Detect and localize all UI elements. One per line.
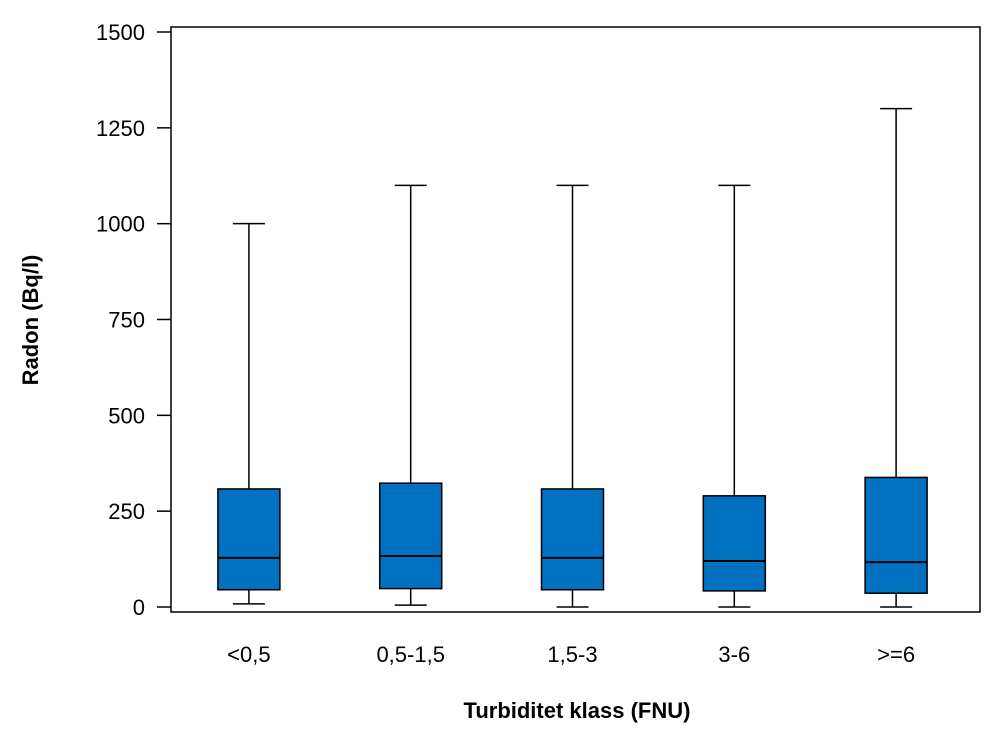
iqr-box — [217, 488, 281, 591]
plot-area-frame — [170, 26, 981, 613]
iqr-box — [702, 495, 767, 592]
y-tick-label: 0 — [133, 595, 145, 620]
y-tick-label: 250 — [108, 499, 145, 524]
x-tick-label: 1,5-3 — [547, 642, 597, 667]
y-tick-label: 1250 — [96, 116, 145, 141]
iqr-box — [864, 476, 928, 594]
y-tick-label: 1500 — [96, 20, 145, 45]
iqr-box — [540, 488, 605, 591]
box-2 — [378, 184, 443, 606]
x-axis-title: Turbiditet klass (FNU) — [464, 698, 691, 723]
y-tick-label: 750 — [108, 308, 145, 333]
x-tick-label: <0,5 — [227, 642, 270, 667]
y-axis-title: Radon (Bq/l) — [18, 255, 43, 386]
x-axis: <0,5 0,5-1,5 1,5-3 3-6 >=6 — [227, 642, 915, 667]
y-tick-label: 500 — [108, 403, 145, 428]
box-4 — [702, 184, 767, 608]
y-axis: 0 250 500 750 1000 1250 1500 — [96, 20, 171, 620]
box-3 — [540, 184, 605, 608]
box-5 — [864, 107, 928, 608]
x-tick-label: >=6 — [877, 642, 915, 667]
box-series — [217, 107, 928, 608]
y-tick-label: 1000 — [96, 212, 145, 237]
box-1 — [217, 222, 281, 605]
iqr-box — [378, 482, 443, 590]
x-tick-label: 0,5-1,5 — [376, 642, 445, 667]
x-tick-label: 3-6 — [718, 642, 750, 667]
